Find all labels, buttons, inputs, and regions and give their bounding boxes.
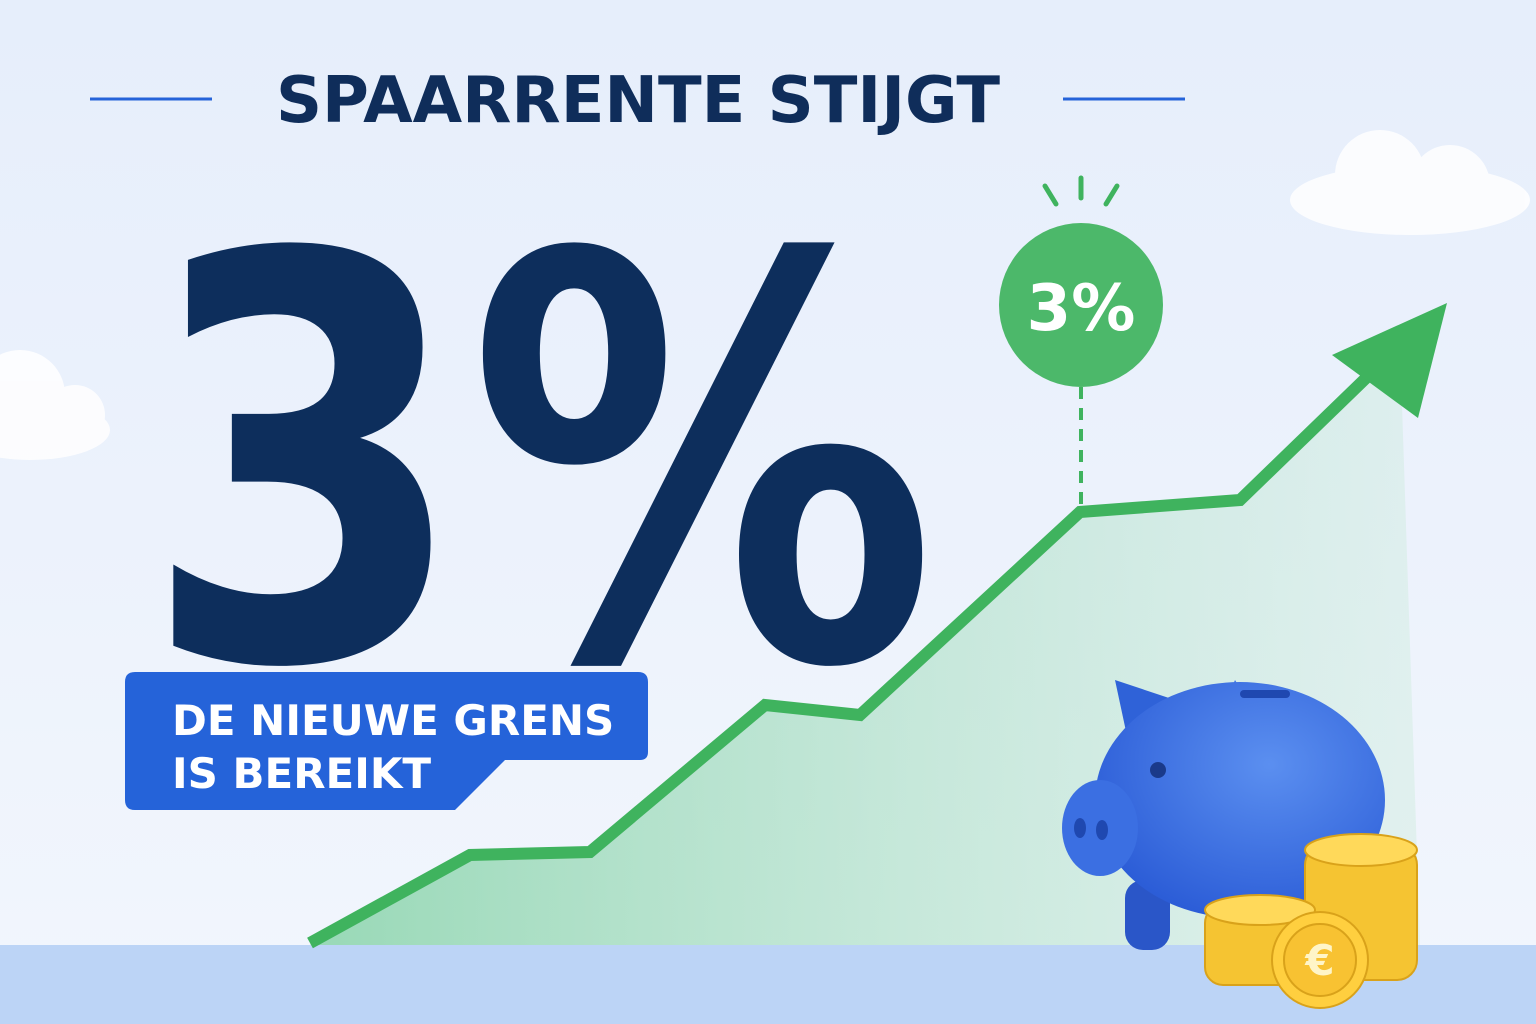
callout-box [125, 672, 648, 810]
clouds [0, 130, 1530, 460]
title: SPAARRENTE STIJGT [276, 64, 1000, 138]
badge-rays [1042, 175, 1120, 207]
growth-arrowhead [1332, 303, 1447, 418]
coin-stacks [1204, 833, 1418, 1009]
badge-label: 3% [1027, 272, 1136, 346]
callout-line: IS BEREIKT [172, 749, 431, 798]
callout-line: DE NIEUWE GRENS [172, 696, 614, 745]
badge [999, 223, 1163, 387]
growth-line [307, 345, 1400, 949]
coin-symbol: € [1304, 936, 1334, 985]
